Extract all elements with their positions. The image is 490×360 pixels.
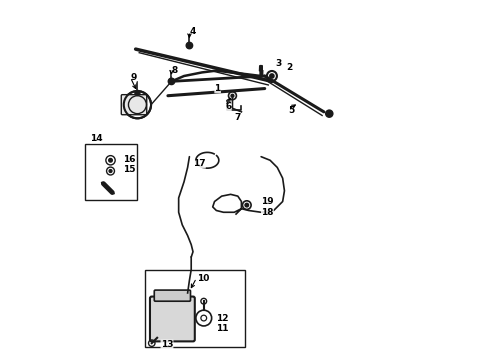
Circle shape: [135, 90, 140, 95]
Text: 18: 18: [261, 208, 273, 217]
Circle shape: [109, 170, 112, 172]
Text: 2: 2: [286, 63, 293, 72]
Circle shape: [325, 109, 334, 118]
Circle shape: [245, 203, 248, 207]
Bar: [85, 144, 137, 200]
Text: 10: 10: [196, 274, 209, 283]
FancyBboxPatch shape: [150, 297, 195, 341]
FancyBboxPatch shape: [154, 290, 191, 301]
Text: 12: 12: [216, 314, 229, 323]
Text: 14: 14: [90, 134, 103, 143]
Text: 4: 4: [190, 27, 196, 36]
Text: 8: 8: [172, 66, 178, 75]
Bar: [145, 270, 245, 347]
Circle shape: [231, 94, 234, 97]
Text: 3: 3: [275, 59, 282, 68]
Text: 19: 19: [261, 197, 274, 206]
Text: 11: 11: [216, 324, 229, 333]
Circle shape: [186, 42, 193, 49]
Text: 7: 7: [234, 113, 241, 122]
Text: 6: 6: [225, 102, 232, 111]
Circle shape: [109, 158, 112, 162]
Text: 13: 13: [161, 340, 173, 349]
Text: 5: 5: [288, 105, 294, 114]
Text: 1: 1: [215, 84, 221, 93]
Text: 17: 17: [193, 159, 206, 168]
Text: 16: 16: [123, 155, 136, 164]
Text: 15: 15: [123, 166, 136, 175]
Circle shape: [168, 78, 175, 85]
Text: 9: 9: [130, 73, 137, 82]
Circle shape: [270, 74, 274, 78]
FancyBboxPatch shape: [122, 95, 147, 115]
